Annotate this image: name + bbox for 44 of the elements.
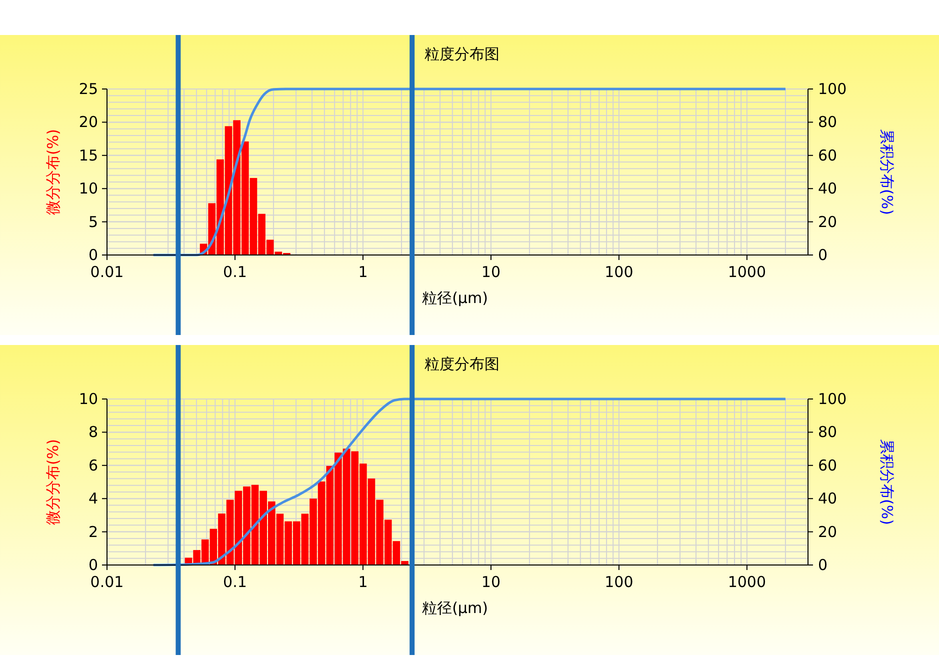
y2-tick-label: 80 — [818, 423, 838, 442]
y-tick-label: 6 — [88, 456, 98, 474]
y2-tick-label: 40 — [818, 490, 838, 508]
y-tick-label: 10 — [78, 390, 98, 408]
x-tick-label: 0.01 — [90, 573, 124, 591]
x-tick-label: 0.01 — [90, 263, 124, 281]
y2-axis-title: 累积分布(%) — [878, 439, 896, 525]
y2-tick-label: 100 — [818, 80, 847, 98]
y2-tick-label: 100 — [818, 390, 847, 408]
x-tick-label: 10 — [481, 573, 501, 591]
y2-tick-label: 20 — [818, 522, 838, 541]
y-tick-label: 4 — [88, 490, 98, 508]
x-tick-label: 1 — [358, 573, 368, 591]
y2-axis-title: 累积分布(%) — [878, 129, 896, 215]
x-tick-label: 0.1 — [223, 263, 247, 281]
y2-tick-label: 60 — [818, 456, 838, 474]
y2-tick-label: 20 — [818, 212, 838, 231]
y-tick-label: 0 — [88, 246, 98, 264]
x-tick-label: 100 — [604, 263, 634, 281]
y-axis-title: 微分分布(%) — [44, 439, 62, 525]
x-axis-title: 粒径(μm) — [422, 599, 488, 617]
x-tick-label: 0.1 — [223, 573, 247, 591]
x-axis-title: 粒径(μm) — [422, 289, 488, 307]
x-tick-label: 1 — [358, 263, 368, 281]
y2-tick-label: 80 — [818, 113, 838, 132]
chart-title: 粒度分布图 — [424, 355, 500, 373]
y-tick-label: 2 — [88, 522, 98, 541]
chart-title: 粒度分布图 — [424, 45, 500, 63]
y-tick-label: 25 — [78, 80, 98, 98]
x-tick-label: 1000 — [728, 573, 766, 591]
y-tick-label: 0 — [88, 556, 98, 574]
y2-tick-label: 60 — [818, 146, 838, 164]
y2-tick-label: 0 — [818, 246, 828, 264]
y2-tick-label: 0 — [818, 556, 828, 574]
x-tick-label: 100 — [604, 573, 634, 591]
y-tick-label: 20 — [78, 113, 98, 132]
y-tick-label: 5 — [88, 212, 98, 231]
y2-tick-label: 40 — [818, 180, 838, 198]
y-tick-label: 10 — [78, 180, 98, 198]
x-tick-label: 10 — [481, 263, 501, 281]
y-tick-label: 8 — [88, 423, 98, 442]
x-tick-label: 1000 — [728, 263, 766, 281]
y-axis-title: 微分分布(%) — [44, 129, 62, 215]
y-tick-label: 15 — [78, 146, 98, 164]
